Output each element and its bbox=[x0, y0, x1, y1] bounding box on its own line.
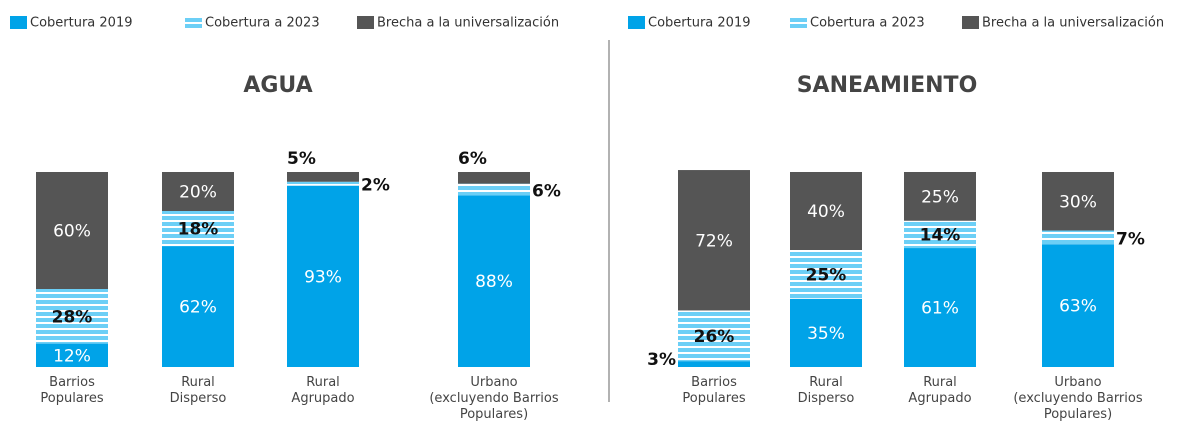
bar-segment bbox=[904, 248, 976, 367]
legend-swatch bbox=[790, 16, 807, 29]
data-label: 3% bbox=[647, 350, 676, 370]
data-label: 6% bbox=[532, 182, 561, 202]
bar-segment bbox=[162, 246, 234, 367]
bar-segment bbox=[36, 343, 108, 367]
data-label: 26% bbox=[694, 327, 735, 347]
data-label: 6% bbox=[458, 149, 487, 169]
bar-segment bbox=[904, 172, 976, 221]
bar-segment bbox=[458, 172, 530, 184]
legend-swatch bbox=[357, 16, 374, 29]
legend-swatch bbox=[962, 16, 979, 29]
bar-segment bbox=[790, 172, 862, 250]
bar-segment bbox=[162, 172, 234, 211]
data-label: 12% bbox=[53, 346, 91, 366]
x-tick-label: Barrios Populares bbox=[40, 375, 104, 406]
legend-label: Brecha a la universalización bbox=[982, 16, 1164, 31]
x-tick-label: Rural Agrupado bbox=[908, 375, 972, 406]
bar-segment bbox=[1042, 172, 1114, 231]
x-tick-label: Barrios Populares bbox=[682, 375, 746, 406]
data-label: 62% bbox=[179, 298, 217, 318]
legend-label: Cobertura 2019 bbox=[648, 16, 751, 31]
bar-segment bbox=[287, 181, 359, 186]
legend-label: Cobertura 2019 bbox=[30, 16, 133, 31]
data-label: 61% bbox=[921, 299, 959, 319]
x-tick-label: Urbano (excluyendo Barrios Populares) bbox=[429, 375, 559, 422]
legend-swatch bbox=[628, 16, 645, 29]
chart-title: SANEAMIENTO bbox=[797, 73, 978, 98]
bar-segment bbox=[678, 361, 750, 367]
data-label: 63% bbox=[1059, 297, 1097, 317]
data-label: 28% bbox=[52, 307, 93, 327]
data-label: 60% bbox=[53, 222, 91, 242]
chart-title: AGUA bbox=[243, 73, 312, 98]
data-label: 5% bbox=[287, 149, 316, 169]
bar-segment bbox=[162, 211, 234, 247]
x-tick-label: Rural Agrupado bbox=[291, 375, 355, 406]
bar-segment bbox=[790, 298, 862, 367]
legend-swatch bbox=[185, 16, 202, 29]
data-label: 2% bbox=[361, 176, 390, 196]
bar-segment bbox=[458, 183, 530, 196]
bar-segment bbox=[36, 289, 108, 344]
data-label: 30% bbox=[1059, 192, 1097, 212]
data-label: 35% bbox=[807, 324, 845, 344]
bar-segment bbox=[1042, 230, 1114, 245]
bar-segment bbox=[287, 185, 359, 367]
data-label: 20% bbox=[179, 183, 217, 203]
bar-segment bbox=[904, 220, 976, 249]
bar-segment bbox=[790, 250, 862, 299]
legend-label: Brecha a la universalización bbox=[377, 16, 559, 31]
data-label: 88% bbox=[475, 272, 513, 292]
data-label: 7% bbox=[1116, 229, 1145, 249]
bar-segment bbox=[36, 172, 108, 289]
data-label: 40% bbox=[807, 202, 845, 222]
bar-segment bbox=[678, 170, 750, 311]
data-label: 25% bbox=[806, 265, 847, 285]
x-tick-label: Urbano (excluyendo Barrios Populares) bbox=[1013, 375, 1143, 422]
legend-label: Cobertura a 2023 bbox=[810, 16, 925, 31]
bar-segment bbox=[678, 310, 750, 362]
bar-segment bbox=[1042, 244, 1114, 367]
x-tick-label: Rural Disperso bbox=[169, 375, 227, 406]
legend-swatch bbox=[10, 16, 27, 29]
data-label: 72% bbox=[695, 231, 733, 251]
legend-label: Cobertura a 2023 bbox=[205, 16, 320, 31]
data-label: 14% bbox=[920, 225, 961, 245]
bar-segment bbox=[287, 172, 359, 182]
bar-segment bbox=[458, 195, 530, 367]
data-label: 25% bbox=[921, 187, 959, 207]
data-label: 93% bbox=[304, 267, 342, 287]
x-tick-label: Rural Disperso bbox=[797, 375, 855, 406]
data-label: 18% bbox=[178, 220, 219, 240]
